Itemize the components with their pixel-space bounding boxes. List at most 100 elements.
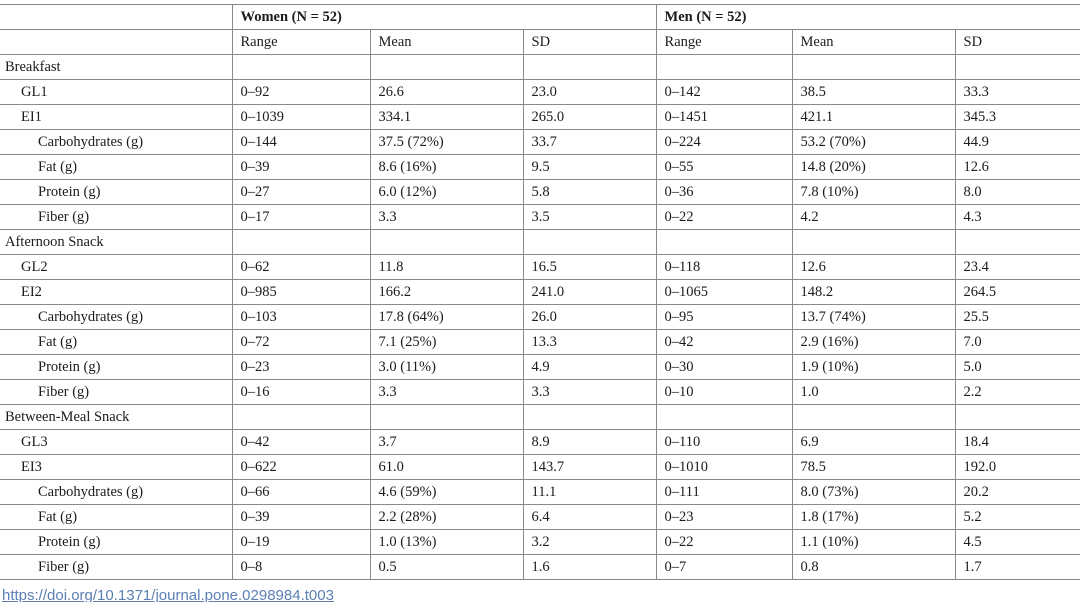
- value-cell: 0–23: [655, 504, 793, 530]
- col-header-women-sd: SD: [522, 29, 657, 55]
- value-cell: 143.7: [522, 454, 657, 480]
- value-cell: 5.0: [954, 354, 1080, 380]
- value-cell: [954, 54, 1080, 80]
- row-label: Afternoon Snack: [0, 229, 233, 255]
- value-cell: 0–10: [655, 379, 793, 405]
- row-label: Fat (g): [0, 154, 233, 180]
- value-cell: 0–1065: [655, 279, 793, 305]
- value-cell: 11.1: [522, 479, 657, 505]
- value-cell: 7.0: [954, 329, 1080, 355]
- value-cell: 0–1451: [655, 104, 793, 130]
- table-row: Fiber (g) 0–16 3.3 3.3 0–10 1.0 2.2: [0, 379, 1080, 405]
- value-cell: [369, 54, 524, 80]
- table-row: Carbohydrates (g) 0–144 37.5 (72%) 33.7 0–22…: [0, 129, 1080, 155]
- row-label: Fiber (g): [0, 379, 233, 405]
- value-cell: [369, 404, 524, 430]
- col-header-women-mean: Mean: [369, 29, 524, 55]
- table-row: GL2 0–62 11.8 16.5 0–118 12.6 23.4: [0, 254, 1080, 280]
- value-cell: 38.5: [791, 79, 956, 105]
- value-cell: [791, 229, 956, 255]
- men-group-header: Men (N = 52): [655, 4, 1080, 30]
- col-header-women-range: Range: [231, 29, 371, 55]
- value-cell: 0–95: [655, 304, 793, 330]
- value-cell: 33.7: [522, 129, 657, 155]
- table-row: Fat (g) 0–39 8.6 (16%) 9.5 0–55 14.8 (20%) 12.…: [0, 154, 1080, 180]
- value-cell: 13.7 (74%): [791, 304, 956, 330]
- row-label: Fat (g): [0, 504, 233, 530]
- value-cell: 1.8 (17%): [791, 504, 956, 530]
- value-cell: 0–42: [231, 429, 371, 455]
- value-cell: [231, 54, 371, 80]
- value-cell: 9.5: [522, 154, 657, 180]
- row-label: Fiber (g): [0, 554, 233, 580]
- value-cell: 78.5: [791, 454, 956, 480]
- table-row: EI1 0–1039 334.1 265.0 0–1451 421.1 345.3: [0, 104, 1080, 130]
- value-cell: 4.3: [954, 204, 1080, 230]
- group-header-row: Women (N = 52) Men (N = 52): [0, 4, 1080, 30]
- table-row: Protein (g) 0–19 1.0 (13%) 3.2 0–22 1.1 (10%)…: [0, 529, 1080, 555]
- value-cell: [522, 229, 657, 255]
- value-cell: 192.0: [954, 454, 1080, 480]
- value-cell: [954, 229, 1080, 255]
- value-cell: 0–19: [231, 529, 371, 555]
- value-cell: 53.2 (70%): [791, 129, 956, 155]
- row-label: Fat (g): [0, 329, 233, 355]
- value-cell: 13.3: [522, 329, 657, 355]
- value-cell: 8.0: [954, 179, 1080, 205]
- value-cell: 8.6 (16%): [369, 154, 524, 180]
- table-row: EI2 0–985 166.2 241.0 0–1065 148.2 264.5: [0, 279, 1080, 305]
- table-row: Protein (g) 0–23 3.0 (11%) 4.9 0–30 1.9 (10%)…: [0, 354, 1080, 380]
- value-cell: 37.5 (72%): [369, 129, 524, 155]
- value-cell: 0.8: [791, 554, 956, 580]
- value-cell: 1.9 (10%): [791, 354, 956, 380]
- value-cell: 0–17: [231, 204, 371, 230]
- value-cell: 334.1: [369, 104, 524, 130]
- value-cell: 0–8: [231, 554, 371, 580]
- value-cell: [655, 229, 793, 255]
- meal-nutrition-table: Women (N = 52) Men (N = 52) Range Mean S…: [0, 4, 1080, 580]
- value-cell: 0–1039: [231, 104, 371, 130]
- row-label: Breakfast: [0, 54, 233, 80]
- doi-link[interactable]: https://doi.org/10.1371/journal.pone.029…: [2, 587, 334, 602]
- row-label: Protein (g): [0, 529, 233, 555]
- col-header-men-sd: SD: [954, 29, 1080, 55]
- table-row: EI3 0–622 61.0 143.7 0–1010 78.5 192.0: [0, 454, 1080, 480]
- table-row: Fiber (g) 0–17 3.3 3.5 0–22 4.2 4.3: [0, 204, 1080, 230]
- value-cell: 0–111: [655, 479, 793, 505]
- women-group-header: Women (N = 52): [231, 4, 657, 30]
- value-cell: [954, 404, 1080, 430]
- value-cell: 23.0: [522, 79, 657, 105]
- value-cell: 241.0: [522, 279, 657, 305]
- value-cell: 0–23: [231, 354, 371, 380]
- row-label: EI1: [0, 104, 233, 130]
- row-label: GL1: [0, 79, 233, 105]
- value-cell: 421.1: [791, 104, 956, 130]
- value-cell: 26.6: [369, 79, 524, 105]
- value-cell: 23.4: [954, 254, 1080, 280]
- value-cell: [231, 229, 371, 255]
- value-cell: [791, 404, 956, 430]
- row-label: Protein (g): [0, 179, 233, 205]
- row-label: Protein (g): [0, 354, 233, 380]
- value-cell: 8.9: [522, 429, 657, 455]
- section-row: Between-Meal Snack: [0, 404, 1080, 430]
- value-cell: 0–36: [655, 179, 793, 205]
- value-cell: 3.0 (11%): [369, 354, 524, 380]
- value-cell: 0–622: [231, 454, 371, 480]
- table-row: Carbohydrates (g) 0–66 4.6 (59%) 11.1 0–111 8…: [0, 479, 1080, 505]
- value-cell: 16.5: [522, 254, 657, 280]
- value-cell: 1.1 (10%): [791, 529, 956, 555]
- stat-header-row: Range Mean SD Range Mean SD: [0, 29, 1080, 55]
- value-cell: 3.7: [369, 429, 524, 455]
- value-cell: 12.6: [791, 254, 956, 280]
- value-cell: 0.5: [369, 554, 524, 580]
- section-row: Breakfast: [0, 54, 1080, 80]
- table-row: Carbohydrates (g) 0–103 17.8 (64%) 26.0 0–95…: [0, 304, 1080, 330]
- value-cell: 0–66: [231, 479, 371, 505]
- row-label: Carbohydrates (g): [0, 479, 233, 505]
- value-cell: [369, 229, 524, 255]
- value-cell: 1.6: [522, 554, 657, 580]
- row-label: Carbohydrates (g): [0, 129, 233, 155]
- value-cell: 7.1 (25%): [369, 329, 524, 355]
- value-cell: [522, 54, 657, 80]
